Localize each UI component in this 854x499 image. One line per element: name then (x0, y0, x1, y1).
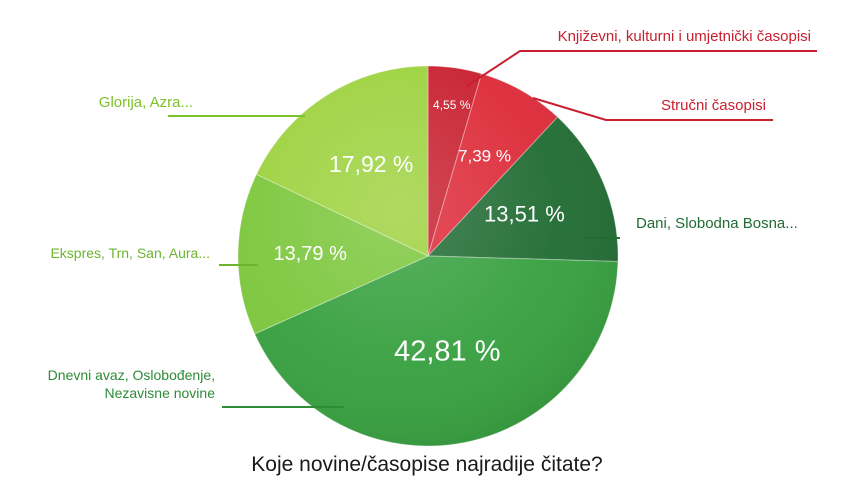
slice-category-label: Ekspres, Trn, San, Aura... (50, 245, 210, 261)
leader-line (466, 50, 817, 87)
slice-value-label: 42,81 % (394, 336, 500, 368)
slice-value-label: 7,39 % (458, 146, 511, 165)
slice-value-label: 13,51 % (484, 202, 565, 227)
slice-value-label: 17,92 % (329, 151, 413, 177)
slice-category-label: Glorija, Azra... (99, 94, 193, 111)
slice-category-label: Stručni časopisi (661, 97, 766, 114)
pie-chart: 4,55 % 7,39 % 13,51 % 42,81 % 13,79 % 17,92 %… (48, 28, 817, 447)
slice-category-label: Književni, kulturni i umjetnički časopis… (558, 28, 811, 45)
leader-line (532, 97, 773, 121)
chart-title: Koje novine/časopise najradije čitate? (251, 453, 603, 476)
slice-value-label: 4,55 % (433, 98, 471, 112)
slice-category-label: Dani, Slobodna Bosna... (636, 215, 798, 232)
slice-category-label: Dnevni avaz, Oslobođenje, Nezavisne novin… (48, 367, 216, 401)
slice-value-label: 13,79 % (274, 243, 348, 265)
